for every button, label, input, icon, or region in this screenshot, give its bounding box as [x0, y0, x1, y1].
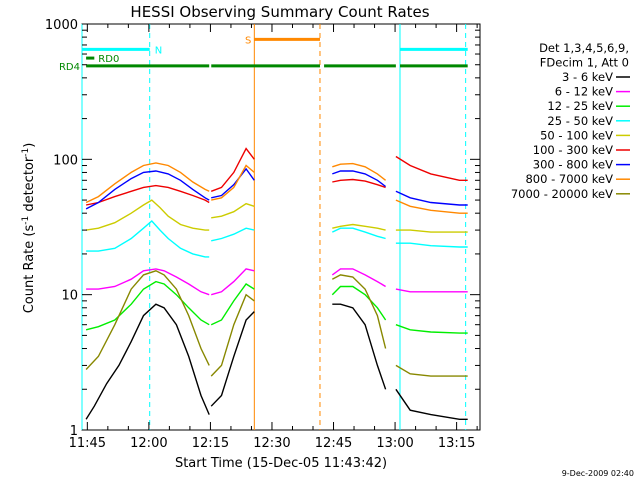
series-line-5-segment-3: [395, 155, 468, 182]
x-tick-label-4: 12:45: [315, 436, 352, 451]
flag-label-rd4: RD4: [59, 62, 80, 73]
orbit-markers: [81, 24, 467, 430]
flag-label-n: N: [155, 45, 162, 56]
legend-header-1: FDecim 1, Att 0: [540, 56, 629, 70]
y-axis-label-sup2: -1: [21, 148, 31, 157]
legend: Det 1,3,4,5,6,9,FDecim 1, Att 03 - 6 keV…: [511, 41, 630, 201]
legend-label-0: 3 - 6 keV: [562, 70, 613, 84]
series-line-7-segment-2: [332, 162, 387, 181]
series-line-1-segment-3: [395, 288, 468, 293]
series-line-6-segment-2: [332, 170, 387, 188]
series-line-4-segment-0: [85, 199, 210, 231]
series-line-3-segment-0: [86, 220, 210, 258]
legend-label-8: 7000 - 20000 keV: [511, 187, 613, 201]
series-line-5-segment-2: [332, 178, 386, 189]
y-tick-label-1: 10: [61, 289, 78, 304]
series-line-8-segment-0: [85, 270, 210, 370]
legend-label-6: 300 - 800 keV: [533, 158, 613, 172]
series-lines: [85, 147, 468, 420]
flag-bars: N S RD0 RD4: [59, 35, 468, 73]
legend-label-1: 6 - 12 keV: [555, 85, 613, 99]
series-line-6-segment-0: [85, 170, 210, 210]
series-line-3-segment-1: [211, 227, 255, 242]
series-line-0-segment-3: [395, 388, 468, 420]
chart-title: HESSI Observing Summary Count Rates: [130, 3, 429, 21]
series-line-7-segment-1: [211, 164, 255, 201]
flag-label-s: S: [245, 35, 251, 46]
y-axis-label-main: Count Rate (s: [22, 225, 37, 314]
series-line-5-segment-1: [210, 147, 255, 192]
legend-label-7: 800 - 7000 keV: [525, 172, 613, 186]
y-tick-label-0: 1: [70, 424, 78, 439]
series-line-6-segment-3: [395, 190, 468, 206]
y-tick-label-3: 1000: [45, 18, 78, 33]
x-tick-label-1: 12:00: [130, 436, 167, 451]
flag-label-rd0: RD0: [98, 54, 119, 65]
x-axis-ticks: 11:45 12:00 12:15 12:30 12:45 13:00 13:15: [69, 24, 478, 451]
x-tick-label-0: 11:45: [69, 436, 106, 451]
series-line-7-segment-3: [395, 199, 468, 214]
series-line-2-segment-0: [85, 280, 210, 331]
legend-label-2: 12 - 25 keV: [547, 99, 613, 113]
series-line-2-segment-2: [331, 285, 387, 321]
series-line-4-segment-3: [395, 229, 468, 233]
series-line-4-segment-1: [211, 202, 255, 219]
x-tick-label-3: 12:30: [253, 436, 290, 451]
series-line-0-segment-0: [85, 303, 210, 420]
y-axis-label-end: ): [22, 143, 37, 148]
series-line-8-segment-3: [395, 364, 468, 377]
series-line-1-segment-0: [86, 268, 210, 296]
series-line-1-segment-1: [211, 268, 255, 296]
footer-date: 9-Dec-2009 02:40: [562, 469, 634, 478]
y-axis-label-sup1: -1: [21, 216, 31, 225]
series-line-5-segment-0: [85, 184, 210, 206]
series-line-3-segment-3: [395, 242, 468, 248]
series-line-3-segment-2: [331, 227, 386, 240]
x-axis-label: Start Time (15-Dec-05 11:43:42): [175, 456, 387, 471]
y-axis-label: Count Rate (s-1 detector-1): [21, 143, 37, 314]
y-axis-label-mid: detector: [22, 156, 37, 216]
series-line-4-segment-2: [332, 223, 386, 231]
legend-header-0: Det 1,3,4,5,6,9,: [539, 41, 629, 55]
series-line-1-segment-2: [331, 268, 386, 288]
series-line-8-segment-1: [210, 293, 255, 377]
series-line-8-segment-2: [331, 274, 387, 349]
legend-label-4: 50 - 100 keV: [540, 128, 613, 142]
series-line-2-segment-3: [395, 324, 468, 334]
legend-label-3: 25 - 50 keV: [547, 114, 613, 128]
x-tick-label-2: 12:15: [192, 436, 229, 451]
series-line-7-segment-0: [85, 162, 210, 204]
series-line-0-segment-1: [210, 311, 255, 407]
y-axis-ticks: 1 10 100 1000: [45, 18, 480, 439]
series-line-2-segment-1: [210, 283, 255, 326]
series-line-6-segment-1: [211, 167, 255, 199]
series-line-0-segment-2: [332, 303, 387, 390]
x-tick-label-5: 13:00: [376, 436, 413, 451]
legend-label-5: 100 - 300 keV: [533, 143, 613, 157]
x-tick-label-6: 13:15: [438, 436, 475, 451]
y-tick-label-2: 100: [53, 153, 78, 168]
